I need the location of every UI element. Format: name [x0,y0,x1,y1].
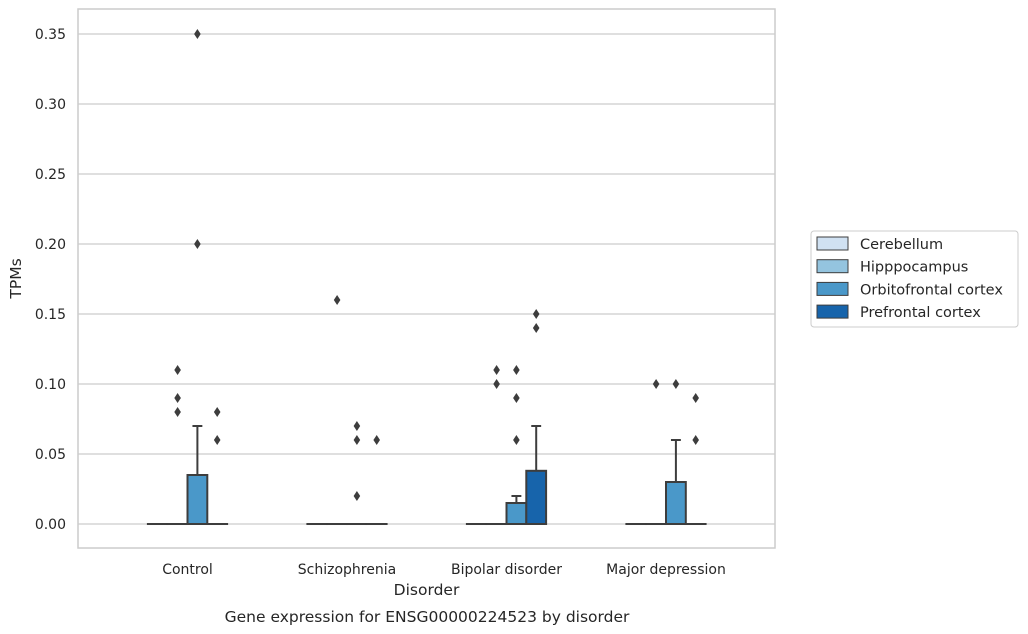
outlier-point [513,365,520,375]
x-tick-label: Major depression [606,562,726,578]
outlier-point [174,393,181,403]
legend-label: Orbitofrontal cortex [860,282,1003,298]
box-prefrontal-cortex [684,393,707,526]
box-body [186,474,209,525]
box-orbitofrontal-cortex [505,365,528,525]
box-orbitofrontal-cortex [186,29,209,525]
box-groups [146,29,707,526]
outlier-point [532,323,540,333]
y-tick-label: 0.05 [35,447,66,463]
outlier-point [532,309,540,319]
legend-label: Hipppocampus [860,260,968,276]
outlier-point [353,435,361,445]
x-tick-label: Schizophrenia [298,562,396,578]
legend-swatch [816,281,849,296]
box-hipppocampus [166,365,189,526]
y-tick-label: 0.35 [35,27,66,43]
box-body [505,502,528,525]
outlier-point [513,435,520,445]
outlier-point [353,491,361,501]
figure-caption: Gene expression for ENSG00000224523 by d… [225,608,630,626]
outlier-point [692,435,699,445]
outlier-point [652,379,660,389]
box-orbitofrontal-cortex [665,379,687,525]
box-body [665,481,687,525]
y-tick-label: 0.10 [35,377,66,393]
legend-swatch [816,236,849,251]
outlier-point [672,379,680,389]
x-axis-ticks: Control Schizophrenia Bipolar disorder Majo… [162,562,726,578]
legend-swatch [816,304,849,319]
x-tick-label: Control [162,562,213,578]
outlier-point [194,29,201,39]
box-prefrontal-cortex [525,309,548,525]
y-tick-label: 0.15 [35,307,66,323]
legend-swatch [816,259,849,274]
outlier-point [194,239,201,249]
legend: Cerebellum Hipppocampus Orbitofrontal cort… [810,230,1019,328]
outlier-point [174,365,181,375]
legend-frame [810,230,1019,328]
outlier-point [213,435,221,445]
outlier-point [174,407,181,417]
plot-background [78,9,775,548]
outlier-point [213,407,221,417]
outlier-point [493,365,500,375]
y-tick-label: 0.20 [35,237,66,253]
outlier-point [692,393,699,403]
legend-label: Prefrontal cortex [860,305,981,321]
outlier-point [333,295,341,305]
x-tick-label: Bipolar disorder [451,562,562,578]
x-axis-label: Disorder [394,581,460,599]
outlier-point [373,435,380,445]
box-body [525,469,548,525]
y-axis-ticks: 0.00 0.05 0.10 0.15 0.20 0.25 0.30 0.35 [35,27,66,533]
plot-frame [77,8,776,549]
box-prefrontal-cortex [365,435,388,526]
y-tick-label: 0.00 [35,517,66,533]
legend-label: Cerebellum [860,237,943,253]
y-tick-label: 0.25 [35,167,66,183]
y-axis-label: TPMs [7,258,25,299]
y-tick-label: 0.30 [35,97,66,113]
outlier-point [513,393,520,403]
outlier-point [493,379,500,389]
outlier-point [353,421,361,431]
box-prefrontal-cortex [206,407,229,526]
